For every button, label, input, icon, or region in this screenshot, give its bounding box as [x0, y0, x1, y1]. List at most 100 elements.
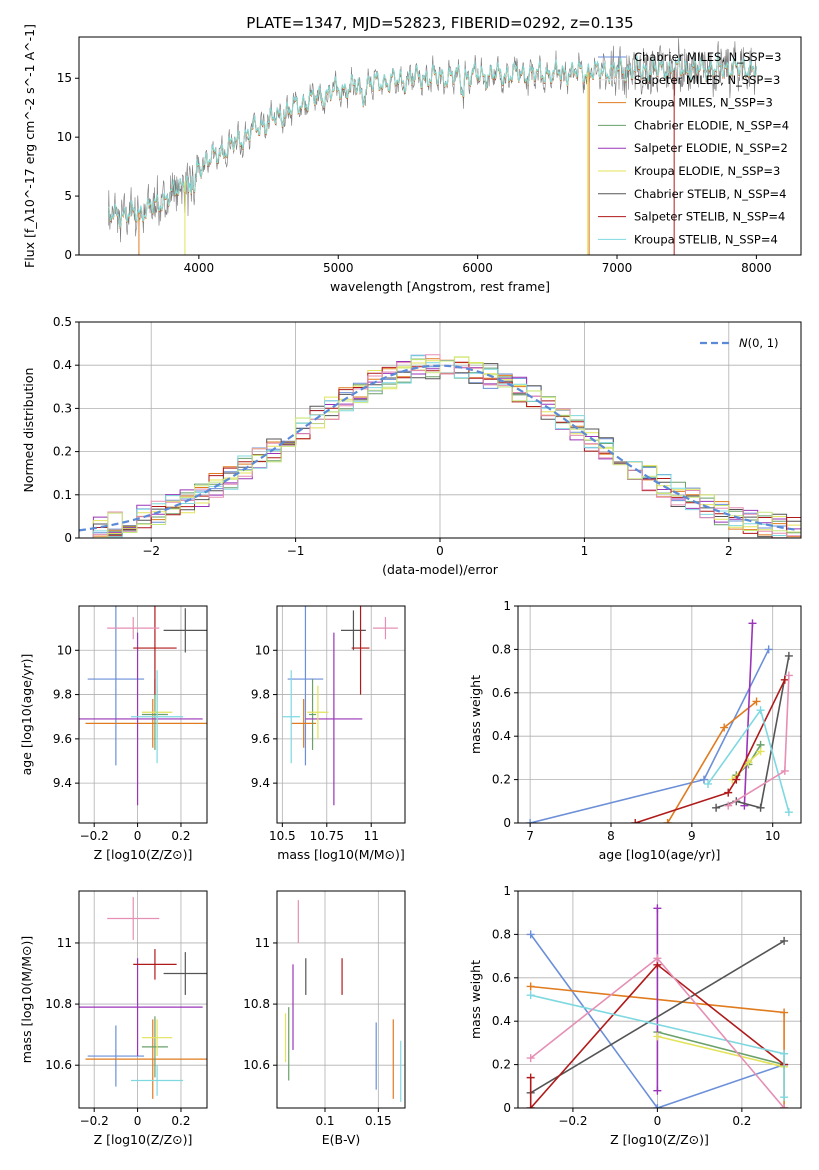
y-tick-label: 0	[503, 1101, 511, 1115]
x-axis-label: Z [log10(Z/Z⊙)]	[94, 1132, 193, 1147]
weight-point-marker	[526, 982, 535, 991]
y-axis-label: mass weight	[468, 675, 483, 754]
weight-point-marker	[764, 645, 773, 654]
errorbar-point	[131, 670, 184, 764]
errorbar-point	[287, 606, 324, 766]
weight-series-line	[634, 679, 786, 823]
errorbar-point	[141, 1016, 168, 1078]
y-tick-label: 0	[503, 816, 511, 830]
axes-frame	[78, 36, 802, 256]
weight-series-line	[529, 963, 785, 1108]
residual-histogram-lime	[79, 356, 801, 538]
y-tick-label: 9.6	[53, 732, 72, 746]
y-tick-label: 0.3	[53, 401, 72, 415]
weight-point-marker	[653, 1104, 662, 1108]
x-tick-label: 6000	[462, 261, 493, 275]
errorbar-point	[282, 670, 301, 764]
weight-point-marker	[748, 619, 757, 628]
weight-point-marker	[526, 1104, 535, 1108]
weight-point-marker	[653, 954, 662, 963]
x-tick-label: −2	[142, 544, 160, 558]
y-tick-label: 0	[64, 248, 72, 262]
y-axis-label: age [log10(age/yr)]	[19, 654, 34, 776]
errorbar-point	[163, 608, 207, 653]
axes-frame	[78, 890, 208, 1109]
errorbar-point	[305, 632, 363, 806]
errorbar-point	[79, 958, 203, 1057]
errorbar-point	[307, 685, 329, 739]
legend-entry: Chabrier MILES, N_SSP=3	[634, 50, 781, 64]
y-tick-label: 1	[503, 599, 511, 613]
legend-entry: Chabrier ELODIE, N_SSP=4	[634, 118, 789, 132]
panel-weight_vs_age: 7 8 9 10 0 0.2 0.4 0.6 0.8 1 age [log10(age/yr)] ma…	[468, 599, 802, 862]
y-tick-label: 15	[57, 71, 72, 85]
weight-point-marker	[704, 779, 713, 788]
panel-mass_vs_EBV: 0.1 0.15 10.6 10.8 11 E(B-V)	[243, 890, 406, 1147]
x-axis-label: Z [log10(Z/Z⊙)]	[94, 847, 193, 862]
errorbar-point	[133, 606, 177, 695]
errorbar-point	[163, 952, 207, 995]
legend-entry: Kroupa ELODIE, N_SSP=3	[634, 164, 780, 178]
plot-area	[284, 900, 402, 1102]
legend-entry: N(0, 1)	[739, 336, 779, 350]
legend-entry: Kroupa STELIB, N_SSP=4	[634, 232, 778, 246]
x-tick-label: 8000	[741, 261, 772, 275]
errorbar-point	[79, 632, 203, 806]
y-tick-label: 1	[503, 884, 511, 898]
errorbar-point	[133, 949, 177, 980]
weight-point-marker	[756, 706, 765, 715]
weight-series-line	[657, 1035, 785, 1068]
x-tick-label: 8	[607, 829, 615, 843]
weight-point-marker	[720, 723, 729, 732]
y-tick-label: 10.8	[243, 997, 270, 1011]
legend-entry: Salpeter MILES, N_SSP=3	[634, 73, 780, 87]
x-tick-label: 10	[765, 829, 780, 843]
errorbar-point	[107, 617, 160, 640]
x-tick-label: 0.2	[732, 1114, 751, 1128]
plot-area	[79, 354, 801, 538]
weight-point-marker	[780, 766, 789, 775]
plot-area	[79, 606, 207, 806]
weight-point-marker	[752, 697, 761, 706]
x-tick-label: 0	[134, 1114, 142, 1128]
y-tick-label: 0.4	[53, 358, 72, 372]
y-tick-label: 10.6	[243, 1058, 270, 1072]
y-axis-label: Flux [f_λ10^-17 erg cm^-2 s^-1 A^-1]	[22, 24, 37, 268]
weight-series-line	[530, 940, 785, 1094]
x-axis-label: (data-model)/error	[382, 562, 499, 577]
weight-point-marker	[526, 1073, 535, 1082]
y-tick-label: 0.2	[53, 445, 72, 459]
panel-age_vs_Z: −0.2 0 0.2 9.4 9.6 9.8 10 Z [log10(Z/Z⊙)] age [l…	[19, 605, 208, 862]
y-tick-label: 10	[57, 130, 72, 144]
legend-entry: Salpeter STELIB, N_SSP=4	[634, 210, 785, 224]
y-tick-label: 0.1	[53, 488, 72, 502]
y-tick-label: 0.5	[53, 315, 72, 329]
weight-point-marker	[732, 775, 741, 784]
y-tick-label: 0.2	[492, 773, 511, 787]
weight-point-marker	[780, 1104, 789, 1108]
errorbar-point	[85, 1019, 207, 1099]
y-tick-label: 0	[64, 531, 72, 545]
plot-area	[107, 38, 757, 255]
weight-point-marker	[756, 803, 765, 812]
weight-point-marker	[631, 819, 640, 823]
model-spectrum-line	[107, 54, 757, 228]
y-tick-label: 10	[255, 643, 270, 657]
x-tick-label: −0.2	[80, 829, 109, 843]
errorbar-point	[309, 679, 317, 750]
y-tick-label: 11	[57, 936, 72, 950]
y-tick-label: 10.8	[45, 997, 72, 1011]
axes-frame	[276, 890, 406, 1109]
y-tick-label: 0.8	[492, 642, 511, 656]
panel-age_vs_mass: 10.5 10.75 11 9.4 9.6 9.8 10 mass [log10(M/M⊙)]	[251, 605, 406, 862]
x-tick-label: 0	[654, 1114, 662, 1128]
x-tick-label: 0.1	[315, 1114, 334, 1128]
x-tick-label: 4000	[184, 261, 215, 275]
weight-series-line	[715, 655, 790, 809]
weight-point-marker	[724, 788, 733, 797]
y-tick-label: 10.6	[45, 1058, 72, 1072]
weight-point-marker	[663, 819, 672, 823]
y-tick-label: 9.8	[53, 688, 72, 702]
x-tick-label: 0.15	[365, 1114, 392, 1128]
